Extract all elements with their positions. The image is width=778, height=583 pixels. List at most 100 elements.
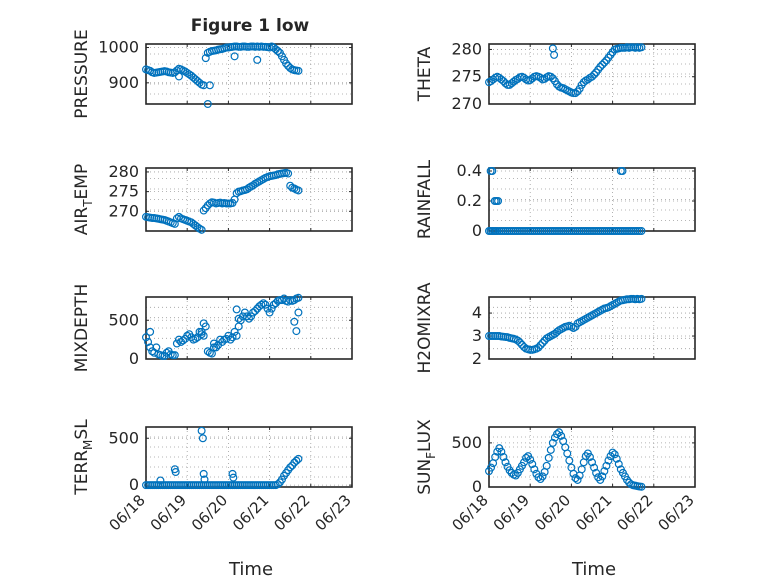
data-point — [199, 319, 208, 328]
y-tick-label: 280 — [451, 39, 482, 58]
y-axis-label: RAINFALL — [415, 159, 435, 239]
data-point — [195, 78, 204, 87]
subplot-mixdepth: 0 500 MIXDEPTH — [72, 284, 353, 373]
data-point — [536, 341, 545, 350]
data-point — [600, 467, 609, 476]
data-point — [199, 81, 208, 90]
data-point — [522, 453, 531, 462]
data-point — [587, 458, 596, 467]
figure-title: Figure 1 low — [191, 16, 310, 36]
data-point — [209, 343, 218, 352]
data-point — [491, 453, 500, 462]
data-point — [251, 306, 260, 315]
data-point — [191, 334, 200, 343]
y-axis-label: MIXDEPTH — [72, 284, 92, 373]
data-point — [197, 330, 206, 339]
subplot-rainfall: 0 0.2 0.4 RAINFALL — [415, 159, 696, 240]
data-point — [142, 333, 151, 342]
data-point — [497, 447, 506, 456]
data-point — [273, 480, 282, 489]
y-tick-label: 0 — [129, 475, 139, 494]
data-point — [209, 339, 218, 348]
axes-box — [145, 296, 353, 360]
data-point — [528, 460, 537, 469]
data-point — [598, 472, 607, 481]
data-series — [142, 293, 303, 360]
data-point — [259, 299, 268, 308]
y-tick-label: 3 — [472, 326, 482, 345]
data-point — [637, 43, 646, 52]
data-point — [294, 308, 303, 317]
data-point — [230, 52, 239, 61]
axes-box — [488, 167, 696, 232]
data-point — [183, 331, 192, 340]
y-tick-label: 275 — [108, 182, 139, 201]
data-point — [590, 463, 599, 472]
data-point — [604, 456, 613, 465]
data-point — [571, 474, 580, 483]
data-point — [637, 294, 646, 303]
data-point — [618, 167, 627, 176]
data-point — [187, 333, 196, 342]
y-tick-label: 900 — [108, 73, 139, 92]
subplot-theta: 270 275 280 THETA — [415, 39, 696, 113]
y-tick-label: 1000 — [98, 38, 139, 57]
data-point — [501, 79, 510, 88]
data-point — [579, 78, 588, 87]
data-point — [294, 454, 303, 463]
data-point — [144, 337, 153, 346]
y-axis-label: TERRMSL — [72, 419, 95, 496]
data-point — [530, 465, 539, 474]
data-point — [526, 455, 535, 464]
axes-box — [488, 43, 696, 105]
y-tick-label: 2 — [472, 349, 482, 368]
y-tick-label: 0.2 — [457, 191, 482, 210]
data-point — [550, 50, 559, 59]
data-point — [596, 62, 605, 71]
data-point — [146, 327, 155, 336]
data-point — [152, 343, 161, 352]
data-point — [544, 453, 553, 462]
y-tick-label: 0 — [472, 221, 482, 240]
data-point — [598, 60, 607, 69]
data-point — [499, 453, 508, 462]
data-point — [197, 426, 206, 435]
data-point — [294, 66, 303, 75]
data-point — [587, 72, 596, 81]
data-point — [583, 75, 592, 84]
data-point — [282, 59, 291, 68]
data-point — [263, 304, 272, 313]
data-point — [197, 225, 206, 234]
data-point — [552, 430, 561, 439]
data-point — [179, 336, 188, 345]
data-point — [600, 58, 609, 67]
data-point — [198, 434, 207, 443]
data-point — [230, 327, 239, 336]
data-point — [290, 317, 299, 326]
data-point — [236, 316, 245, 325]
y-tick-label: 270 — [108, 201, 139, 220]
y-axis-label: SUNFLUX — [415, 419, 438, 495]
axes-box — [488, 426, 696, 488]
data-point — [612, 454, 621, 463]
y-tick-label: 500 — [108, 428, 139, 447]
data-point — [265, 308, 274, 317]
y-tick-label: 500 — [451, 433, 482, 452]
data-point — [577, 465, 586, 474]
data-point — [284, 169, 293, 178]
data-series — [142, 168, 303, 234]
data-point — [226, 335, 235, 344]
data-point — [548, 438, 557, 447]
data-point — [203, 99, 212, 108]
data-point — [197, 327, 206, 336]
data-point — [253, 55, 262, 64]
data-point — [174, 72, 183, 81]
data-point — [546, 445, 555, 454]
data-point — [199, 206, 208, 215]
data-point — [200, 475, 209, 484]
data-point — [515, 338, 524, 347]
data-point — [201, 54, 210, 63]
